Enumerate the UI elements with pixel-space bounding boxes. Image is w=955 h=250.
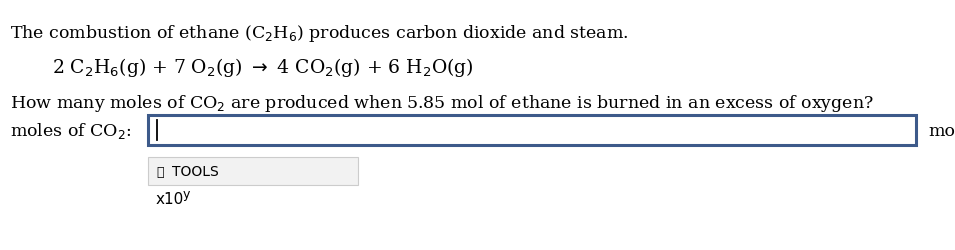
Text: TOOLS: TOOLS <box>172 164 219 178</box>
Text: y: y <box>183 188 190 201</box>
Text: 🔧: 🔧 <box>156 165 163 178</box>
FancyBboxPatch shape <box>148 157 358 185</box>
Text: How many moles of CO$_2$ are produced when 5.85 mol of ethane is burned in an ex: How many moles of CO$_2$ are produced wh… <box>10 93 874 114</box>
FancyBboxPatch shape <box>148 116 916 146</box>
Text: 2 C$_2$H$_6$(g) + 7 O$_2$(g) $\rightarrow$ 4 CO$_2$(g) + 6 H$_2$O(g): 2 C$_2$H$_6$(g) + 7 O$_2$(g) $\rightarro… <box>52 56 474 79</box>
Text: x10: x10 <box>156 192 184 207</box>
Text: mol: mol <box>928 122 955 139</box>
Text: moles of CO$_2$:: moles of CO$_2$: <box>10 120 132 141</box>
Text: The combustion of ethane (C$_2$H$_6$) produces carbon dioxide and steam.: The combustion of ethane (C$_2$H$_6$) pr… <box>10 23 628 44</box>
